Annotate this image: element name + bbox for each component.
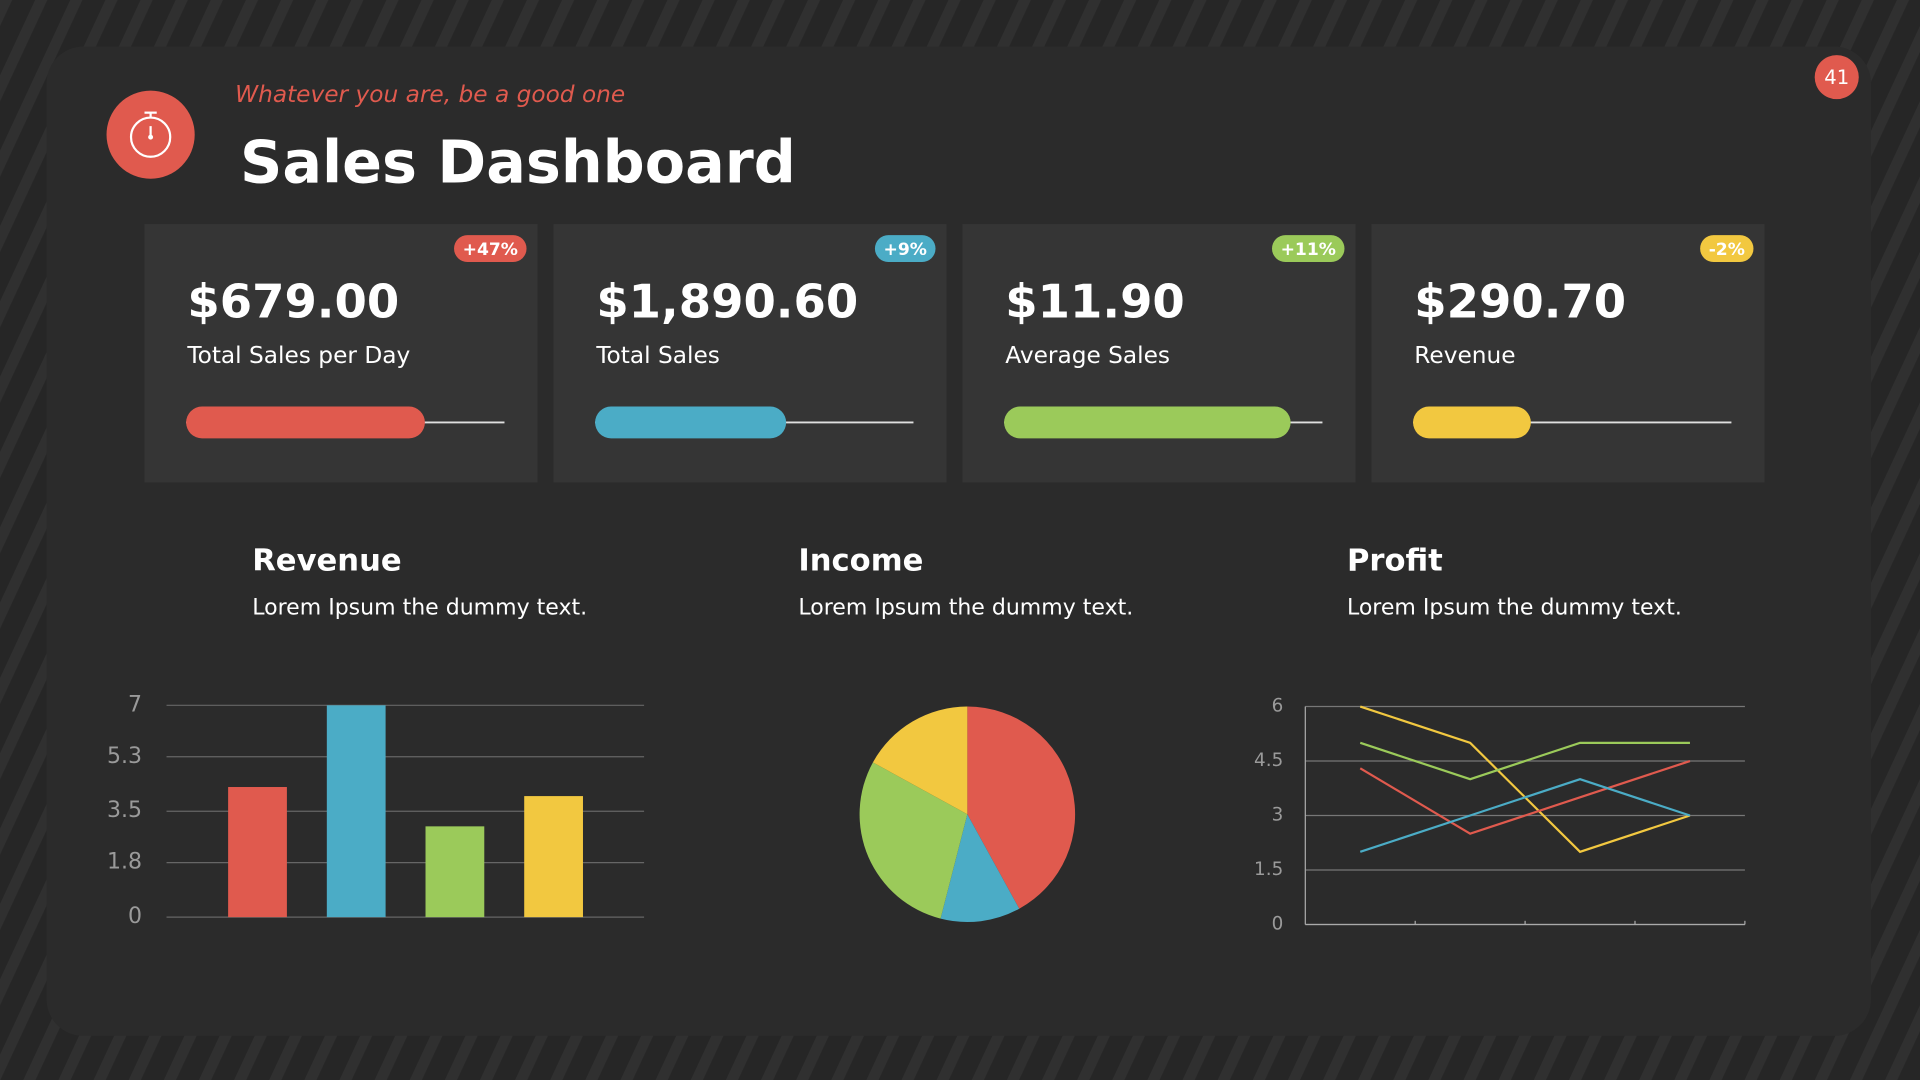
chart-title: Income [798,544,923,579]
bar [425,826,485,918]
kpi-card [144,224,538,483]
kpi-value: $11.90 [1005,274,1185,328]
kpi-change-badge [454,235,527,263]
kpi-card [553,224,947,483]
pie-slice [859,762,968,919]
kpi-value: $290.70 [1414,274,1626,328]
kpi-card [1371,224,1765,483]
chart-title: Profit [1347,544,1443,579]
chart-subtitle: Lorem Ipsum the dummy text. [1347,596,1682,621]
kpi-label: Total Sales [595,342,720,369]
line-series [1359,759,1691,835]
kpi-change-badge [874,235,936,263]
bar [524,796,583,918]
chart-subtitle: Lorem Ipsum the dummy text. [798,596,1133,621]
kpi-card [962,224,1356,483]
y-tick-label: 3 [1272,805,1284,826]
kpi-change-badge [1272,235,1345,263]
chart-subtitle: Lorem Ipsum the dummy text. [252,596,587,621]
kpi-label: Average Sales [1005,342,1170,369]
progress-bar [186,406,425,439]
y-tick-label: 7 [128,692,142,717]
progress-bar [595,406,787,439]
progress-bar [1413,406,1531,439]
kpi-label: Revenue [1414,342,1515,369]
header-title: Sales Dashboard [240,128,796,197]
kpi-value: $1,890.60 [596,274,858,328]
y-tick-label: 0 [128,904,142,929]
kpi-change: -2% [1709,240,1745,260]
line-series [1359,741,1690,781]
y-tick-label: 3.5 [107,798,142,823]
kpi-change-badge [1700,235,1754,263]
y-tick-label: 4.5 [1254,750,1283,771]
bar [228,787,287,918]
y-tick-label: 6 [1272,696,1284,717]
header-icon [106,90,195,179]
chart-title: Revenue [252,544,401,579]
bar [326,705,386,918]
progress-bar [1004,406,1291,439]
kpi-change: +11% [1281,240,1336,260]
page-badge [1814,55,1859,100]
y-tick-label: 1.8 [107,850,142,875]
y-tick-label: 0 [1272,913,1284,934]
pie-slice [967,706,1076,909]
kpi-label: Total Sales per Day [186,342,410,369]
kpi-change: +47% [463,240,518,260]
y-tick-label: 5.3 [107,744,142,769]
y-tick-label: 1.5 [1254,859,1283,880]
kpi-change: +9% [884,240,927,260]
page-number: 41 [1824,66,1849,89]
pie-slice [940,814,1020,923]
line-series [1359,778,1691,853]
kpi-value: $679.00 [187,274,399,328]
header-subtitle: Whatever you are, be a good one [235,81,625,108]
pie-slice [872,706,968,815]
